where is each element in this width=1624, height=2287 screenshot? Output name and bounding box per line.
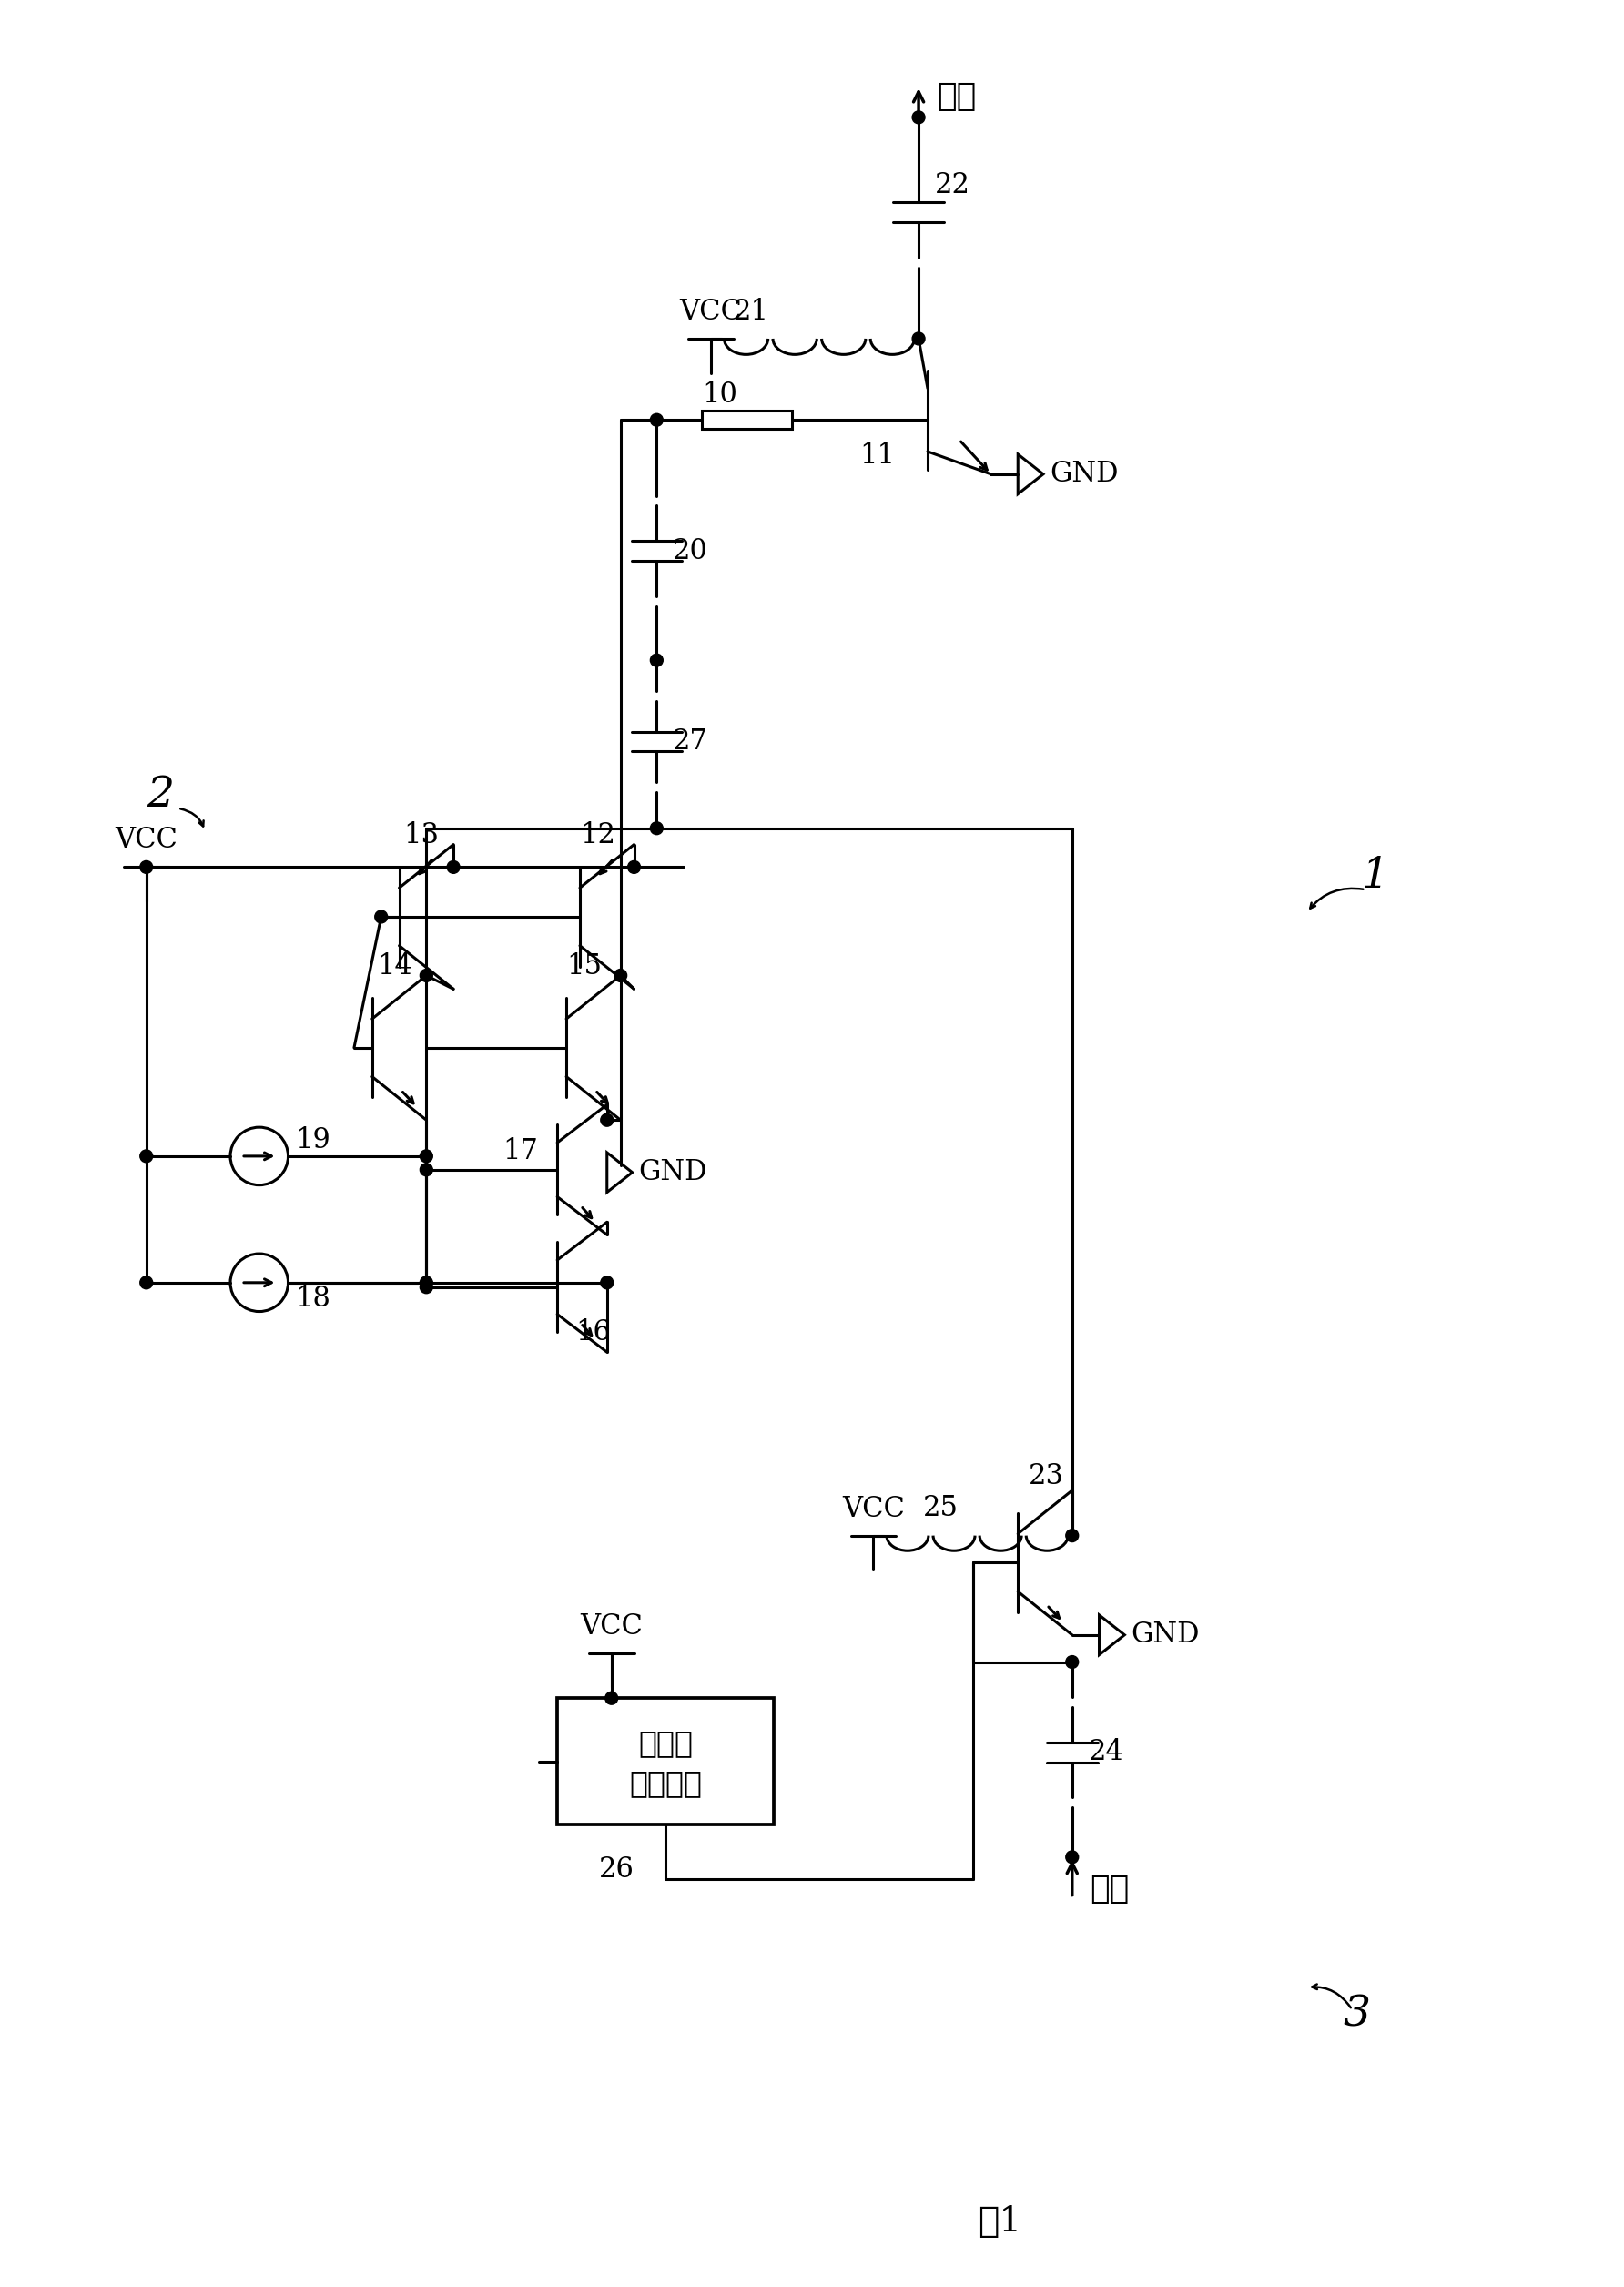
Text: 16: 16 [575, 1317, 611, 1347]
Circle shape [913, 112, 926, 123]
Text: VCC: VCC [843, 1496, 905, 1523]
Text: 15: 15 [567, 951, 603, 981]
Text: 18: 18 [296, 1285, 331, 1313]
Circle shape [601, 1276, 614, 1290]
Text: 1: 1 [1361, 855, 1389, 897]
Circle shape [650, 654, 663, 666]
Circle shape [606, 1692, 617, 1704]
Circle shape [1065, 1850, 1078, 1864]
Text: GND: GND [1130, 1621, 1200, 1649]
Circle shape [421, 1281, 432, 1294]
Text: 22: 22 [935, 172, 971, 199]
Text: 12: 12 [580, 821, 615, 848]
Text: 25: 25 [922, 1493, 958, 1523]
Circle shape [375, 910, 388, 924]
Text: 19: 19 [296, 1125, 331, 1155]
Circle shape [1065, 1530, 1078, 1541]
Text: 图1: 图1 [978, 2205, 1021, 2239]
Text: 输入: 输入 [1090, 1873, 1130, 1905]
Bar [702, 412, 793, 430]
Text: 27: 27 [672, 727, 708, 755]
Circle shape [421, 970, 432, 981]
Text: 偏置电路: 偏置电路 [628, 1770, 702, 1798]
Text: 11: 11 [859, 441, 895, 471]
Circle shape [447, 860, 460, 874]
Circle shape [650, 821, 663, 835]
Text: 输出: 输出 [937, 80, 976, 112]
Text: 3: 3 [1343, 1994, 1371, 2035]
Text: 20: 20 [672, 537, 708, 565]
Circle shape [1065, 1656, 1078, 1667]
Circle shape [913, 332, 926, 345]
Text: VCC: VCC [115, 826, 177, 855]
Circle shape [140, 1150, 153, 1162]
Text: VCC: VCC [580, 1612, 643, 1640]
Text: 10: 10 [702, 380, 737, 409]
Text: 13: 13 [404, 821, 438, 848]
Circle shape [140, 860, 153, 874]
Text: 26: 26 [599, 1855, 633, 1884]
Circle shape [421, 1164, 432, 1176]
Bar [557, 1699, 775, 1825]
Text: 23: 23 [1028, 1461, 1064, 1491]
Circle shape [628, 860, 640, 874]
Text: 14: 14 [377, 951, 412, 981]
Circle shape [421, 1276, 432, 1290]
Text: 17: 17 [503, 1137, 539, 1166]
Circle shape [140, 1276, 153, 1290]
Circle shape [421, 1150, 432, 1162]
Text: GND: GND [1049, 460, 1119, 487]
Text: VCC: VCC [679, 297, 742, 327]
Circle shape [650, 414, 663, 425]
Text: 24: 24 [1088, 1738, 1124, 1766]
Text: 驱动器: 驱动器 [638, 1729, 693, 1759]
Text: 2: 2 [146, 775, 174, 816]
Text: 21: 21 [734, 297, 768, 325]
Circle shape [601, 1114, 614, 1125]
Circle shape [614, 970, 627, 981]
Text: GND: GND [638, 1157, 708, 1187]
